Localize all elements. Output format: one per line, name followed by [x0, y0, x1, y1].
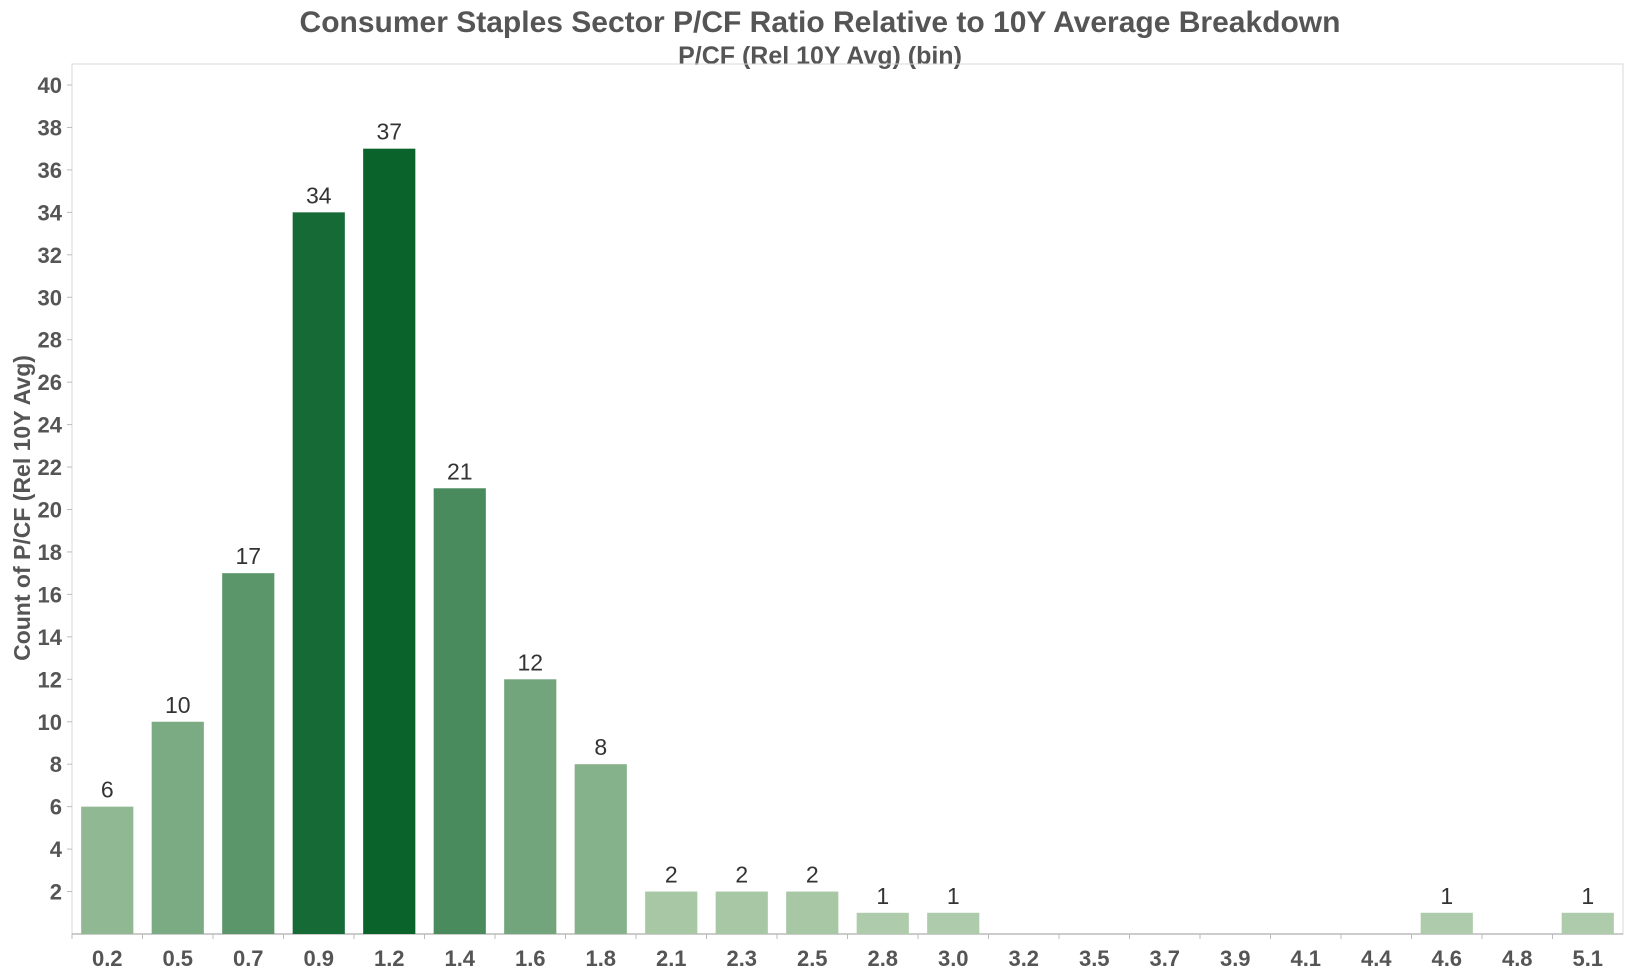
x-tick-label: 3.0: [938, 946, 969, 971]
x-tick-label: 0.2: [92, 946, 123, 971]
bar[interactable]: [927, 912, 980, 934]
x-tick-label: 0.9: [303, 946, 334, 971]
y-tick-label: 4: [50, 837, 63, 862]
bar-data-label: 21: [447, 458, 473, 484]
x-tick-label: 1.8: [585, 946, 616, 971]
x-tick-label: 3.5: [1079, 946, 1110, 971]
x-tick-label: 4.6: [1431, 946, 1462, 971]
bar-data-label: 37: [376, 119, 402, 145]
y-tick-label: 24: [38, 413, 63, 438]
bar[interactable]: [715, 891, 768, 934]
bar-data-label: 1: [876, 883, 889, 909]
y-tick-label: 28: [38, 328, 62, 353]
bar-data-label: 2: [735, 862, 748, 888]
bar-data-label: 10: [165, 692, 191, 718]
bar-data-label: 1: [1581, 883, 1594, 909]
y-tick-label: 22: [38, 455, 62, 480]
bar-data-label: 2: [806, 862, 819, 888]
y-tick-label: 38: [38, 115, 62, 140]
y-tick-label: 10: [38, 710, 62, 735]
bar-data-label: 1: [947, 883, 960, 909]
y-tick-label: 2: [50, 880, 62, 905]
x-tick-label: 0.5: [162, 946, 193, 971]
x-tick-label: 4.4: [1361, 946, 1392, 971]
bar[interactable]: [786, 891, 839, 934]
chart-subtitle: P/CF (Rel 10Y Avg) (bin): [678, 42, 962, 70]
y-tick-label: 8: [50, 752, 62, 777]
bar-data-label: 17: [235, 543, 261, 569]
bar[interactable]: [222, 573, 275, 934]
bar[interactable]: [574, 764, 627, 934]
bar[interactable]: [363, 148, 416, 935]
y-axis-label: Count of P/CF (Rel 10Y Avg): [9, 355, 35, 661]
x-tick-label: 3.2: [1008, 946, 1039, 971]
x-tick-label: 3.7: [1149, 946, 1180, 971]
y-tick-label: 26: [38, 370, 62, 395]
bar[interactable]: [645, 891, 698, 934]
chart-title: Consumer Staples Sector P/CF Ratio Relat…: [300, 6, 1341, 39]
y-tick-label: 34: [38, 200, 63, 225]
bar[interactable]: [151, 721, 204, 934]
bar-data-label: 1: [1440, 883, 1453, 909]
bar[interactable]: [1561, 912, 1614, 934]
x-tick-label: 3.9: [1220, 946, 1251, 971]
y-tick-label: 32: [38, 243, 62, 268]
bar-data-label: 2: [665, 862, 678, 888]
bars: [81, 148, 1614, 935]
x-axis-ticks: 0.2 0.5 0.7 0.9 1.2 1.4 1.6 1.8 2.1 2.3 2.5 2.8 3.0 3…: [71, 934, 1603, 971]
y-tick-label: 30: [38, 285, 62, 310]
y-tick-label: 16: [38, 582, 62, 607]
y-tick-label: 36: [38, 158, 62, 183]
bar[interactable]: [856, 912, 909, 934]
x-tick-label: 5.1: [1572, 946, 1603, 971]
bar-data-label: 34: [306, 182, 332, 208]
bar[interactable]: [292, 212, 345, 935]
x-tick-label: 1.6: [515, 946, 546, 971]
y-tick-label: 18: [38, 540, 62, 565]
bar[interactable]: [504, 679, 557, 934]
bar-data-label: 12: [517, 649, 543, 675]
bar-data-label: 6: [101, 777, 114, 803]
bar-data-label: 8: [594, 734, 607, 760]
bar[interactable]: [81, 806, 134, 934]
x-tick-label: 2.8: [867, 946, 898, 971]
y-tick-label: 20: [38, 498, 62, 523]
x-tick-label: 4.1: [1290, 946, 1321, 971]
bar[interactable]: [433, 488, 486, 934]
x-tick-label: 0.7: [233, 946, 264, 971]
x-tick-label: 2.5: [797, 946, 828, 971]
x-tick-label: 4.8: [1502, 946, 1533, 971]
bar[interactable]: [1420, 912, 1473, 934]
y-tick-label: 40: [38, 73, 62, 98]
y-tick-label: 12: [38, 667, 62, 692]
x-tick-label: 1.2: [374, 946, 405, 971]
y-tick-label: 14: [38, 625, 63, 650]
x-tick-label: 2.3: [726, 946, 757, 971]
y-tick-label: 6: [50, 795, 62, 820]
x-tick-label: 1.4: [444, 946, 475, 971]
x-tick-label: 2.1: [656, 946, 687, 971]
